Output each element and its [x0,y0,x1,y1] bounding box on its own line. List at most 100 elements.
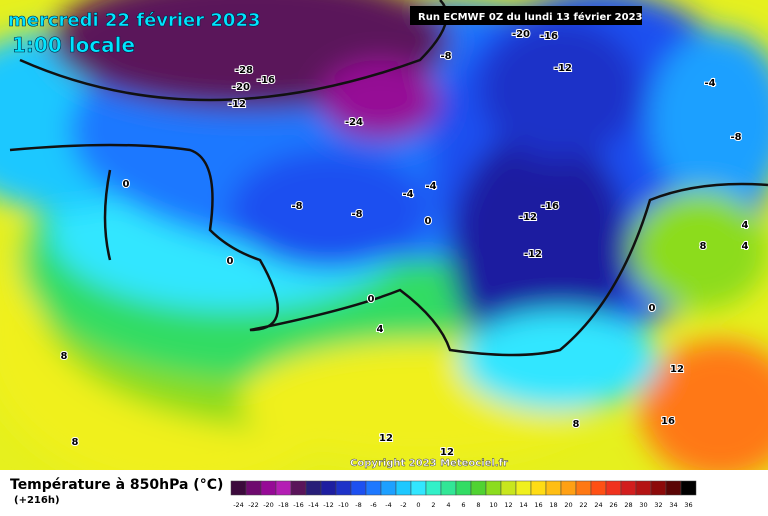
scale-cell [620,480,637,496]
scale-tick-label: 10 [489,501,497,509]
scale-cell [290,480,307,496]
isotherm-label: 0 [227,256,234,267]
scale-tick-label: -24 [233,501,244,509]
zero-isotherm [9,143,768,357]
scale-cell [500,480,517,496]
scale-tick-label: 30 [639,501,647,509]
isotherm-label: -8 [291,201,302,212]
isotherm-label: -16 [541,201,559,212]
scale-cell [515,480,532,496]
isotherm-label: 16 [661,416,675,427]
lead-time: (+216h) [14,495,60,506]
scale-cell [560,480,577,496]
scale-tick-label: 0 [416,501,420,509]
scale-cell [320,480,337,496]
scale-cell [245,480,262,496]
scale-tick-label: 26 [609,501,617,509]
scale-tick-label: 12 [504,501,512,509]
scale-cell [380,480,397,496]
isotherm-label: -8 [351,209,362,220]
isotherm-label: 0 [425,216,432,227]
isotherm-label: 8 [61,351,68,362]
scale-tick-label: 22 [579,501,587,509]
legend-title: Température à 850hPa (°C) [10,477,223,493]
date: mercredi 22 février 2023 [8,10,261,31]
scale-tick-label: -18 [278,501,289,509]
isotherm-label: 0 [123,179,130,190]
scale-tick-label: 2 [431,501,435,509]
isotherm-label: -12 [228,99,246,110]
scale-tick-label: 32 [654,501,662,509]
scale-cell [410,480,427,496]
isotherm-label: -12 [554,63,572,74]
isotherm-label: -4 [402,189,413,200]
isotherm-label: 0 [368,294,375,305]
scale-cell [305,480,322,496]
scale-tick-label: -4 [385,501,391,509]
scale-cell [395,480,412,496]
scale-tick-label: -12 [323,501,334,509]
scale-cell [485,480,502,496]
scale-cell [530,480,547,496]
scale-cell [440,480,457,496]
scale-cell [680,480,697,496]
scale-cell [230,480,247,496]
run-box [410,6,642,25]
scale-cell [425,480,442,496]
scale-tick-label: -14 [308,501,319,509]
scale-tick-label: -16 [293,501,304,509]
isotherm-label: -24 [345,117,363,128]
isotherm-label: -12 [524,249,542,260]
scale-cell [365,480,382,496]
isotherm-label: 4 [377,324,384,335]
scale-cell [545,480,562,496]
scale-tick-label: 14 [519,501,527,509]
scale-cell [665,480,682,496]
isotherm-label: -8 [440,51,451,62]
isotherm-label: -16 [257,75,275,86]
isotherm-label: -28 [235,65,253,76]
isotherm-label: 12 [440,447,454,458]
scale-tick-label: -6 [370,501,376,509]
scale-cell [260,480,277,496]
scale-tick-label: -20 [263,501,274,509]
isotherm-label: 12 [379,433,393,444]
isotherm [103,169,112,261]
isotherm-label: -8 [730,132,741,143]
isotherm-label: 12 [670,364,684,375]
scale-tick-label: 24 [594,501,602,509]
isotherm-label: 0 [649,303,656,314]
scale-tick-label: 28 [624,501,632,509]
scale-cell [350,480,367,496]
scale-tick-label: 18 [549,501,557,509]
scale-cell [635,480,652,496]
copyright: Copyright 2023 Meteociel.fr [350,458,508,469]
time: 1:00 locale [12,33,135,57]
scale-cell [470,480,487,496]
isotherm [19,0,448,102]
scale-cell [275,480,292,496]
isotherm-label: -20 [232,82,250,93]
scale-tick-label: -8 [355,501,361,509]
scale-cell [575,480,592,496]
isotherm-label: -16 [540,31,558,42]
isotherm-label: -12 [519,212,537,223]
scale-tick-label: -22 [248,501,259,509]
isotherm-label: 4 [742,220,749,231]
isotherm-label: 4 [742,241,749,252]
isotherm-label: -4 [704,78,715,89]
scale-tick-label: 16 [534,501,542,509]
scale-tick-label: 20 [564,501,572,509]
scale-cell [650,480,667,496]
scale-tick-label: 6 [461,501,465,509]
isotherm-label: 8 [573,419,580,430]
isotherm-label: 8 [72,437,79,448]
isotherm-label: 8 [700,241,707,252]
scale-cell [335,480,352,496]
scale-tick-label: 8 [476,501,480,509]
temperature-field [0,0,768,470]
scale-tick-label: -2 [400,501,406,509]
isotherm-label: -4 [425,181,436,192]
